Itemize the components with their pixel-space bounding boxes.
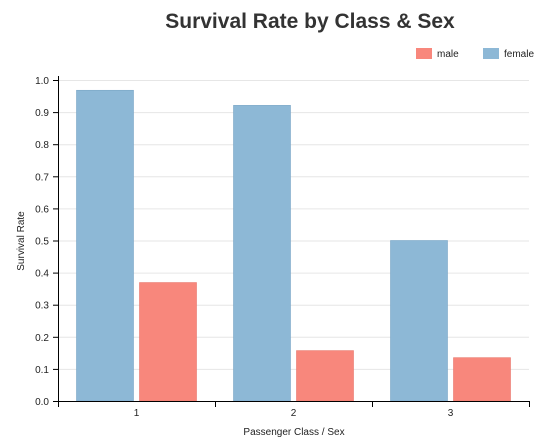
y-tick-label: 0.4 <box>35 269 49 280</box>
bar-female-class-3 <box>390 240 448 402</box>
bar-female-class-1 <box>76 89 134 402</box>
y-tick-label: 0.3 <box>35 301 49 312</box>
legend-label-female: female <box>504 49 534 60</box>
y-tick-label: 0.1 <box>35 365 49 376</box>
legend-swatch-female <box>483 48 499 59</box>
legend: male female <box>416 48 534 60</box>
bar-male-class-3 <box>453 357 511 402</box>
y-tick-label: 1.0 <box>35 76 49 87</box>
y-axis-label: Survival Rate <box>16 211 27 271</box>
y-tick-label: 0.5 <box>35 237 49 248</box>
y-tick-label: 0.2 <box>35 333 49 344</box>
y-tick-label: 0.7 <box>35 172 49 183</box>
x-tick-label: 3 <box>448 408 454 419</box>
legend-swatch-male <box>416 48 432 59</box>
bars <box>76 89 511 402</box>
y-axis: 0.0 0.1 0.2 0.3 0.4 0.5 0.6 0.7 0.8 0.9 1.0 <box>35 76 59 408</box>
bar-male-class-2 <box>296 350 354 402</box>
y-tick-label: 0.8 <box>35 140 49 151</box>
bar-male-class-1 <box>139 282 197 402</box>
y-tick-label: 0.9 <box>35 108 49 119</box>
y-tick-label: 0.6 <box>35 204 49 215</box>
gridlines <box>58 80 529 370</box>
legend-label-male: male <box>437 49 459 60</box>
chart-title: Survival Rate by Class & Sex <box>165 10 455 33</box>
x-axis: 1 2 3 <box>58 401 530 419</box>
bar-female-class-2 <box>233 105 291 402</box>
y-tick-label: 0.0 <box>35 397 49 408</box>
x-axis-label: Passenger Class / Sex <box>243 427 344 438</box>
x-tick-label: 2 <box>291 408 297 419</box>
x-tick-label: 1 <box>134 408 140 419</box>
